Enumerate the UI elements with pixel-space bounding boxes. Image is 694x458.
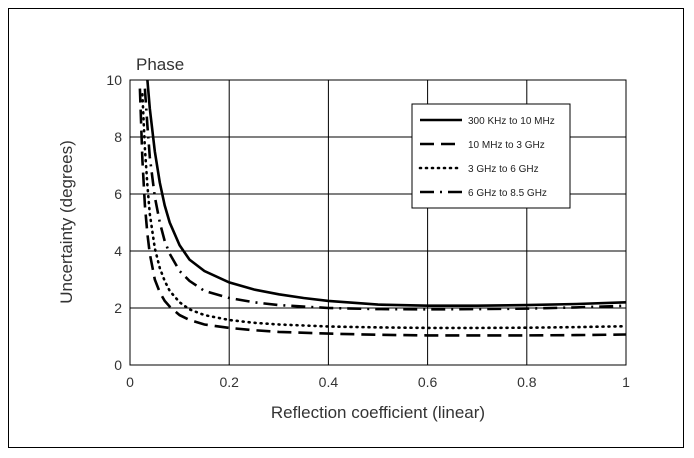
series-line-2 xyxy=(138,88,626,337)
y-tick-labels: 0 2 4 6 8 10 xyxy=(106,72,122,373)
legend-label-2: 10 MHz to 3 GHz xyxy=(468,140,545,151)
y-tick-label: 10 xyxy=(106,72,122,88)
y-tick-label: 2 xyxy=(114,300,122,316)
x-axis-label: Reflection coefficient (linear) xyxy=(271,403,485,422)
x-tick-label: 0 xyxy=(126,374,134,390)
legend-box xyxy=(411,103,571,209)
chart-frame xyxy=(8,8,684,448)
y-tick-label: 8 xyxy=(114,129,122,145)
x-tick-label: 1 xyxy=(622,374,630,390)
series-line-3 xyxy=(141,93,626,330)
series-line-1 xyxy=(146,79,626,308)
y-tick-label: 6 xyxy=(114,186,122,202)
plot-border xyxy=(129,79,627,366)
y-tick-label: 4 xyxy=(114,243,122,259)
x-tick-labels: 0 0.2 0.4 0.6 0.8 1 xyxy=(126,374,630,390)
legend-label-3: 3 GHz to 6 GHz xyxy=(468,164,539,175)
x-tick-label: 0.8 xyxy=(517,374,537,390)
legend-label-4: 6 GHz to 8.5 GHz xyxy=(468,188,547,199)
series-line-4 xyxy=(143,88,626,311)
chart-title: Phase xyxy=(136,55,184,74)
series-lines xyxy=(138,79,626,337)
x-tick-label: 0.4 xyxy=(319,374,339,390)
y-tick-label: 0 xyxy=(114,357,122,373)
x-tick-label: 0.2 xyxy=(219,374,239,390)
legend-label-1: 300 KHz to 10 MHz xyxy=(468,116,555,127)
legend: 300 KHz to 10 MHz 10 MHz to 3 GHz 3 GHz to… xyxy=(411,103,571,209)
y-axis-label: Uncertainty (degrees) xyxy=(57,140,76,303)
x-tick-label: 0.6 xyxy=(418,374,438,390)
